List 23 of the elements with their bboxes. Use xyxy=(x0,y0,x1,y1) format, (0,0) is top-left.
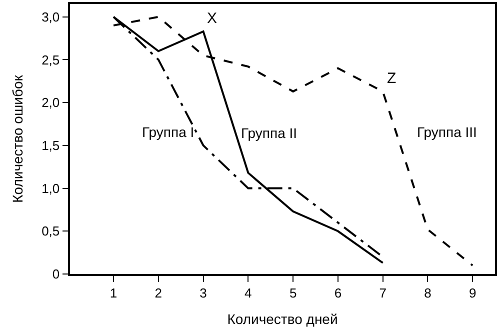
y-axis-title: Количество ошибок xyxy=(10,74,26,203)
y-tick-label: 1,0 xyxy=(42,180,60,196)
y-tick-label: 1,5 xyxy=(42,138,60,153)
x-tick-label: 1 xyxy=(110,285,118,300)
series-label: Группа II xyxy=(241,125,298,141)
y-tick-label: 2,5 xyxy=(42,52,60,68)
y-tick-label: 3,0 xyxy=(42,9,60,24)
x-tick-label: 5 xyxy=(289,285,297,300)
x-tick-label: 2 xyxy=(154,285,162,300)
x-tick-label: 3 xyxy=(200,285,207,300)
x-tick-label: 6 xyxy=(334,285,342,300)
x-tick-label: 8 xyxy=(424,285,432,300)
y-tick-label: 0 xyxy=(52,266,60,282)
y-tick-label: 0,5 xyxy=(42,224,60,239)
series-label: Группа III xyxy=(417,124,477,140)
series-label: Группа I xyxy=(142,124,194,140)
y-tick-label: 2,0 xyxy=(42,95,60,110)
x-axis-title: Количество дней xyxy=(227,311,338,327)
x-tick-label: 7 xyxy=(379,285,386,300)
annotation: X xyxy=(207,10,218,27)
x-tick-label: 4 xyxy=(244,285,252,300)
x-tick-label: 9 xyxy=(468,285,476,300)
annotation: Z xyxy=(387,70,396,87)
